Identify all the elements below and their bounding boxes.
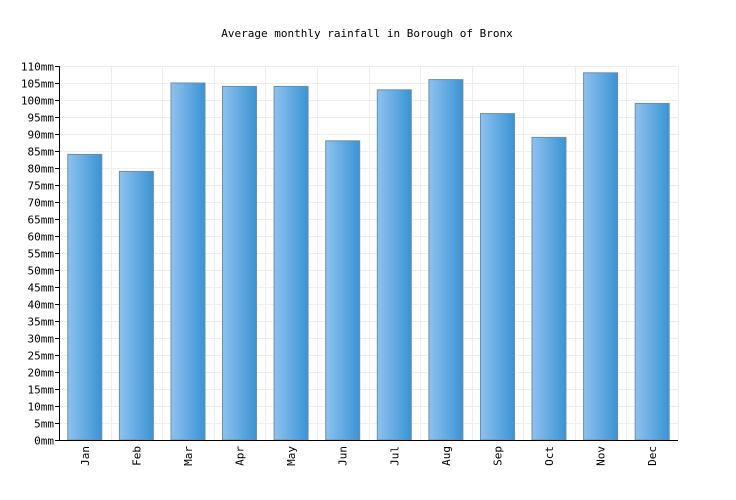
bar-jun bbox=[325, 140, 361, 441]
axes bbox=[59, 66, 678, 441]
y-tick-label: 55mm bbox=[28, 248, 55, 261]
y-tick-label: 0mm bbox=[34, 435, 54, 448]
y-tick-label: 85mm bbox=[28, 146, 55, 159]
y-tick-label: 90mm bbox=[28, 129, 55, 142]
y-tick-label: 25mm bbox=[28, 350, 55, 363]
y-tick-label: 50mm bbox=[28, 265, 55, 278]
x-tick-label: Oct bbox=[543, 446, 556, 466]
y-tick-label: 65mm bbox=[28, 214, 55, 227]
x-tick-label: Apr bbox=[234, 446, 247, 466]
bar-mar bbox=[170, 82, 206, 441]
y-tick-label: 5mm bbox=[34, 418, 54, 431]
y-tick-label: 80mm bbox=[28, 163, 55, 176]
bar-jan bbox=[67, 153, 103, 441]
bar-aug bbox=[428, 79, 464, 441]
y-tick-label: 95mm bbox=[28, 112, 55, 125]
x-tick-label: Nov bbox=[595, 446, 608, 466]
y-tick-label: 75mm bbox=[28, 180, 55, 193]
x-tick-label: Sep bbox=[491, 446, 504, 466]
y-tick-label: 100mm bbox=[21, 95, 54, 108]
y-tick-label: 60mm bbox=[28, 231, 55, 244]
y-tick-label: 30mm bbox=[28, 333, 55, 346]
y-tick-label: 45mm bbox=[28, 282, 55, 295]
x-tick-label: Aug bbox=[440, 446, 453, 466]
bar-apr bbox=[222, 85, 257, 441]
x-tick-label: Mar bbox=[182, 446, 195, 466]
grid-layer bbox=[59, 66, 679, 441]
x-tick-label: Jul bbox=[388, 446, 401, 466]
bar-nov bbox=[583, 72, 619, 441]
chart-title: Average monthly rainfall in Borough of B… bbox=[221, 27, 513, 40]
bar-oct bbox=[531, 136, 567, 441]
y-tick-label: 35mm bbox=[28, 316, 55, 329]
y-axis-ticks: 0mm 5mm 10mm 15mm 20mm 25mm 30mm 35mm 40mm 45mm 50… bbox=[21, 61, 59, 448]
bar-sep bbox=[480, 113, 515, 441]
bar-dec bbox=[634, 102, 670, 441]
y-tick-label: 105mm bbox=[21, 78, 54, 91]
x-tick-label: Feb bbox=[130, 446, 143, 466]
x-tick-label: Dec bbox=[646, 446, 659, 466]
bar-jul bbox=[376, 89, 412, 441]
bars bbox=[67, 72, 670, 441]
y-tick-label: 10mm bbox=[28, 401, 55, 414]
x-axis-ticks: Jan Feb Mar Apr May Jun Jul Aug Sep Oct Nov Dec bbox=[79, 446, 659, 466]
x-tick-label: Jun bbox=[337, 446, 350, 466]
x-tick-label: Jan bbox=[79, 446, 92, 466]
bar-feb bbox=[118, 170, 154, 441]
y-tick-label: 20mm bbox=[28, 367, 55, 380]
y-tick-label: 15mm bbox=[28, 384, 55, 397]
x-tick-label: May bbox=[285, 446, 298, 466]
bar-may bbox=[273, 85, 309, 441]
y-tick-label: 110mm bbox=[21, 61, 54, 74]
y-tick-label: 40mm bbox=[28, 299, 55, 312]
y-tick-label: 70mm bbox=[28, 197, 55, 210]
